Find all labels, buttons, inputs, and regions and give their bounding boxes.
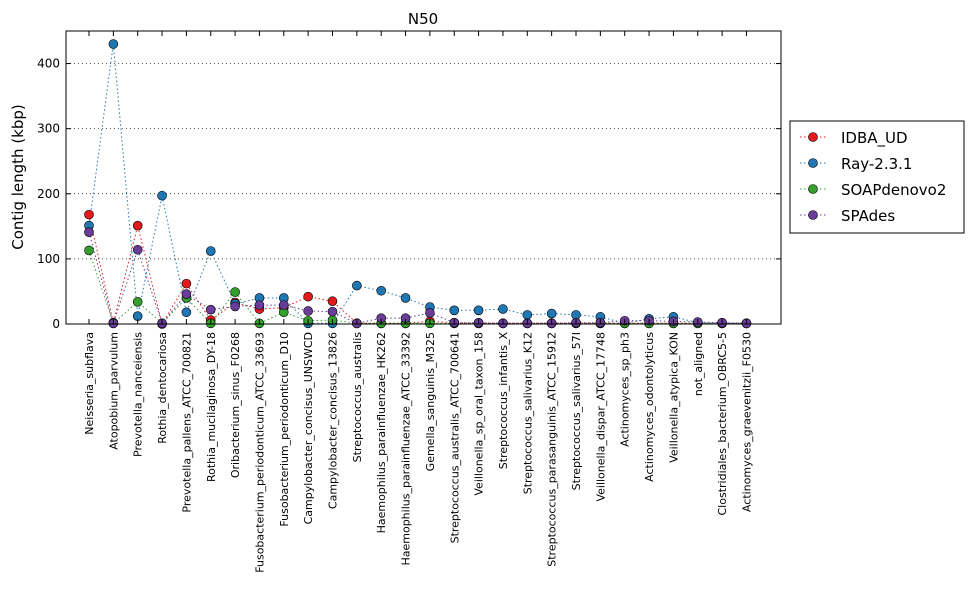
- y-tick-label: 400: [37, 57, 60, 71]
- x-ticks: Neisseria_subflava Atopobium_parvulum Prev…: [83, 31, 753, 573]
- data-point: [84, 209, 94, 220]
- data-point: [157, 190, 167, 201]
- x-tick-label: Actinomyces_odontolyticus: [643, 332, 656, 482]
- x-tick-label: Streptococcus_salivarius_57I: [570, 332, 583, 490]
- data-point: [84, 245, 94, 256]
- x-tick-label: Oribacterium_sinus_F0268: [229, 332, 242, 478]
- y-ticks: 0 100 200 300 400: [37, 57, 781, 331]
- x-tick-label: Streptococcus_parasanguinis_ATCC_15912: [546, 332, 559, 567]
- legend-marker: [808, 158, 818, 168]
- x-tick-label: Campylobacter_concisus_UNSWCD: [302, 332, 315, 524]
- x-tick-label: Streptococcus_salivarius_K12: [521, 332, 534, 494]
- legend-box: [789, 120, 965, 234]
- legend-label: IDBA_UD: [841, 129, 908, 148]
- x-tick-label: Rothia_dentocariosa: [156, 332, 169, 444]
- x-tick-label: Fusobacterium_periodonticum_ATCC_33693: [253, 332, 266, 573]
- x-tick-label: Streptococcus_australis: [351, 332, 364, 463]
- x-tick-label: Veillonella_dispar_ATCC_17748: [594, 332, 607, 502]
- data-point: [181, 278, 192, 289]
- data-point: [473, 305, 484, 316]
- data-point: [352, 280, 362, 291]
- data-point: [181, 307, 192, 318]
- x-tick-label: Campylobacter_concisus_13826: [327, 332, 340, 509]
- x-tick-label: Haemophilus_parainfluenzae_ATCC_33392: [400, 332, 413, 566]
- series-lines: [88, 43, 747, 326]
- data-point: [449, 305, 460, 316]
- data-point: [376, 285, 387, 296]
- y-tick-label: 200: [37, 187, 60, 201]
- x-tick-label: Fusobacterium_periodonticum_D10: [278, 332, 291, 527]
- series-line: [88, 214, 747, 326]
- x-tick-label: Clostridiales_bacterium_OBRC5-5: [716, 332, 729, 516]
- data-point: [205, 304, 216, 315]
- x-tick-label: Streptococcus_australis_ATCC_700641: [448, 332, 461, 543]
- data-point: [425, 308, 435, 318]
- data-point: [327, 296, 338, 307]
- data-point: [84, 227, 94, 237]
- data-point: [181, 289, 192, 299]
- y-tick-label: 100: [37, 252, 60, 266]
- legend-marker: [808, 210, 818, 220]
- data-point: [400, 293, 411, 303]
- data-point: [132, 220, 143, 231]
- legend-marker: [808, 132, 818, 142]
- legend-label: SPAdes: [841, 207, 895, 225]
- x-tick-label: Rothia_mucilaginosa_DY-18: [205, 332, 218, 482]
- data-point: [132, 244, 143, 255]
- plot-frame: [65, 30, 782, 325]
- gridlines: [66, 63, 781, 260]
- data-point: [254, 300, 265, 310]
- legend: IDBA_UD Ray-2.3.1 SOAPdenovo2 SPAdes: [789, 120, 965, 234]
- y-tick-label: 300: [37, 122, 60, 136]
- y-tick-label: 0: [52, 317, 60, 331]
- x-tick-label: Prevotella_pallens_ATCC_700821: [180, 332, 193, 513]
- chart-title: N50: [408, 10, 438, 28]
- x-tick-label: Prevotella_nanceiensis: [132, 332, 145, 457]
- x-tick-label: Actinomyces_sp_ph3: [619, 332, 632, 447]
- data-point: [303, 306, 313, 316]
- x-tick-label: Veillonella_atypica_KON: [667, 332, 680, 463]
- data-point: [230, 287, 240, 297]
- data-points: [84, 39, 752, 329]
- data-point: [205, 246, 216, 256]
- series-line: [88, 250, 747, 325]
- legend-marker: [808, 184, 818, 194]
- x-tick-label: Streptococcus_infantis_X: [497, 332, 510, 470]
- x-tick-label: Atopobium_parvulum: [107, 332, 120, 450]
- data-point: [278, 300, 289, 310]
- x-tick-label: Neisseria_subflava: [83, 332, 96, 435]
- data-point: [132, 297, 143, 307]
- data-point: [522, 310, 533, 320]
- y-axis-label: Contig length (kbp): [9, 104, 27, 250]
- data-point: [498, 304, 508, 314]
- data-point: [546, 308, 557, 319]
- data-point: [303, 291, 313, 302]
- data-point: [108, 39, 119, 49]
- x-tick-label: Actinomyces_graevenitzii_F0530: [740, 332, 753, 512]
- x-tick-label: Haemophilus_parainfluenzae_HK262: [375, 332, 388, 533]
- series-line: [88, 232, 747, 326]
- data-point: [327, 306, 338, 317]
- x-tick-label: Veillonella_sp_oral_taxon_158: [473, 332, 486, 496]
- x-tick-label: Gemella_sanguinis_M325: [424, 332, 437, 471]
- data-point: [230, 301, 240, 312]
- x-tick-label: not_aligned: [692, 332, 705, 396]
- legend-label: SOAPdenovo2: [841, 181, 946, 199]
- legend-label: Ray-2.3.1: [841, 155, 912, 173]
